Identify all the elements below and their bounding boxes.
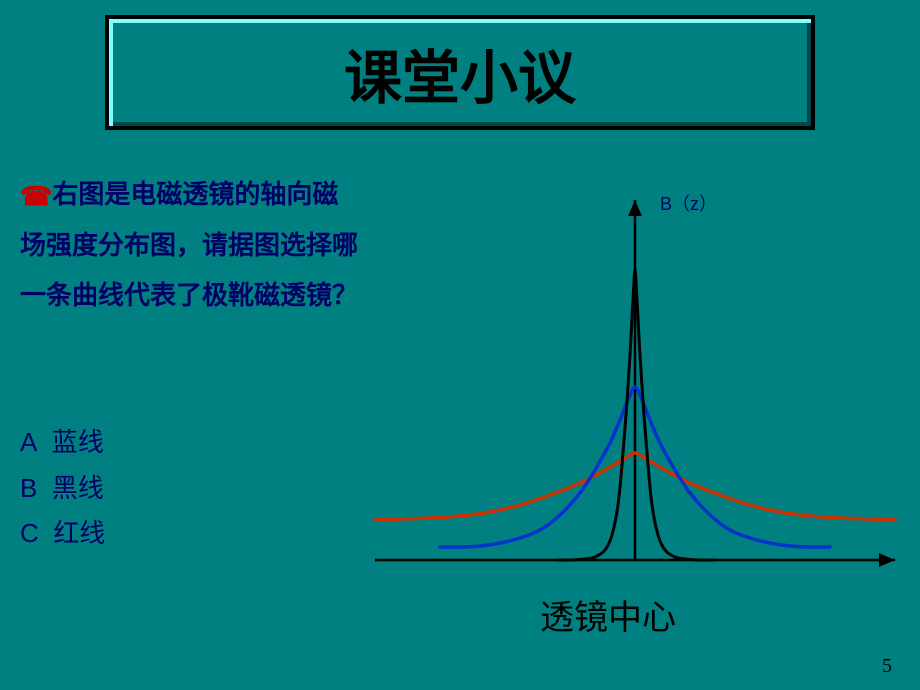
option-label: C [20,518,39,548]
option-text: 红线 [53,518,105,548]
option-a: A 蓝线 [20,420,105,466]
option-label: B [20,473,37,503]
option-b: B 黑线 [20,466,105,512]
slide-title: 课堂小议 [344,31,576,115]
title-box: 课堂小议 [105,15,815,130]
option-label: A [20,427,37,457]
option-c: C 红线 [20,511,105,557]
question-text: 右图是电磁透镜的轴向磁场强度分布图，请据图选择哪一条曲线代表了极靴磁透镜？ [20,179,358,310]
x-axis-label: 透镜中心 [540,590,676,639]
option-text: 蓝线 [52,427,104,457]
option-text: 黑线 [52,473,104,503]
distribution-chart [370,185,900,590]
slide: 课堂小议 ☎右图是电磁透镜的轴向磁场强度分布图，请据图选择哪一条曲线代表了极靴磁… [0,0,920,690]
y-axis-label: B（z） [660,190,717,216]
options-block: A 蓝线 B 黑线 C 红线 [20,420,105,557]
question-block: ☎右图是电磁透镜的轴向磁场强度分布图，请据图选择哪一条曲线代表了极靴磁透镜？ [20,170,360,320]
phone-icon: ☎ [20,181,52,211]
page-number: 5 [882,655,892,678]
